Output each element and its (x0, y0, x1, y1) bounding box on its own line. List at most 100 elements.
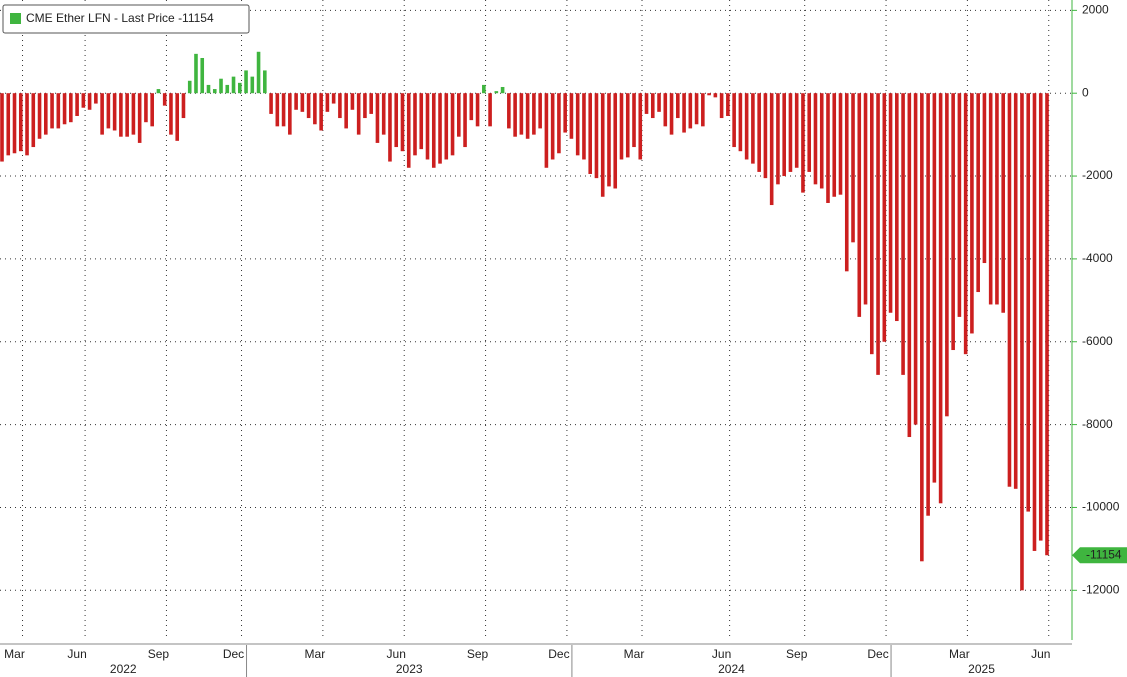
bar (137, 93, 142, 143)
bar (1001, 93, 1005, 313)
bar (169, 93, 173, 135)
x-tick-label: Mar (305, 647, 326, 661)
bar (813, 93, 818, 185)
bar (1032, 93, 1037, 551)
bar (1020, 93, 1024, 591)
bar (838, 93, 843, 195)
bar (450, 93, 455, 156)
bar (575, 93, 580, 156)
legend-swatch (10, 13, 21, 24)
bar (544, 93, 549, 168)
bar (557, 93, 561, 154)
x-tick-label: Sep (148, 647, 170, 661)
bar (106, 93, 111, 129)
x-tick-label: Dec (223, 647, 244, 661)
bar (932, 93, 937, 483)
bar (957, 93, 962, 317)
bar (356, 93, 361, 135)
bar (281, 93, 286, 127)
y-tick-label: -10000 (1082, 500, 1120, 514)
year-label: 2024 (718, 662, 745, 676)
bar (663, 93, 668, 127)
bar (56, 93, 61, 129)
bar (826, 93, 830, 203)
bar (638, 93, 643, 160)
bar (31, 93, 36, 148)
bar (444, 93, 449, 160)
bar (707, 93, 711, 96)
bar (87, 93, 92, 110)
y-tick-label: 0 (1082, 85, 1089, 99)
bar (263, 70, 267, 94)
bar (920, 93, 924, 562)
bar (988, 93, 993, 305)
y-tick-label: -8000 (1082, 417, 1113, 431)
bar (488, 93, 492, 127)
bar (125, 93, 129, 137)
bar (694, 93, 699, 125)
x-tick-label: Jun (387, 647, 406, 661)
bar (1038, 93, 1043, 541)
bar (381, 93, 386, 135)
y-tick-label: -2000 (1082, 168, 1113, 182)
bar (644, 93, 649, 114)
bar (388, 93, 392, 162)
bar (69, 93, 73, 123)
x-tick-label: Dec (548, 647, 569, 661)
bar (832, 93, 837, 197)
bar (582, 93, 586, 160)
bar (369, 93, 373, 114)
bar (244, 70, 248, 94)
bar (1045, 93, 1049, 556)
bar (869, 93, 874, 355)
x-tick-label: Sep (786, 647, 808, 661)
bar (926, 93, 930, 516)
bar (288, 93, 292, 135)
bar (431, 93, 436, 168)
x-tick-label: Jun (712, 647, 731, 661)
legend-box (2, 4, 250, 34)
x-tick-label: Jun (67, 647, 86, 661)
legend-label: CME Ether LFN - Last Price -11154 (26, 11, 214, 25)
bar (187, 80, 192, 94)
bar (632, 93, 636, 148)
y-tick-label: -6000 (1082, 334, 1113, 348)
bar (119, 93, 123, 137)
x-tick-label: Dec (867, 647, 888, 661)
bar (513, 93, 517, 137)
bar (200, 57, 205, 94)
x-tick-label: Mar (624, 647, 645, 661)
bar (888, 93, 893, 313)
bar (419, 93, 424, 150)
y-tick-label: -12000 (1082, 582, 1120, 596)
x-tick-label: Sep (467, 647, 489, 661)
bar (0, 93, 4, 162)
bar (394, 93, 399, 148)
bar (306, 93, 311, 119)
bar (194, 53, 198, 94)
bar (225, 84, 230, 94)
bar (250, 76, 255, 94)
bar (594, 93, 599, 179)
bar (325, 93, 330, 112)
bar (794, 93, 799, 168)
bar (963, 93, 968, 355)
bar (1013, 93, 1018, 489)
bar (456, 93, 461, 137)
bar (300, 93, 305, 112)
bar (112, 93, 117, 131)
x-tick-label: Mar (4, 647, 25, 661)
bar (907, 93, 912, 438)
bar (970, 93, 974, 334)
bar (94, 93, 98, 104)
bar (500, 86, 505, 94)
bar (6, 93, 11, 156)
bar (507, 93, 511, 129)
bar (976, 93, 980, 293)
bar (350, 93, 355, 110)
bar (982, 93, 987, 264)
bar (156, 89, 161, 94)
bar (482, 84, 486, 94)
bar (231, 76, 236, 94)
bar (81, 93, 86, 108)
